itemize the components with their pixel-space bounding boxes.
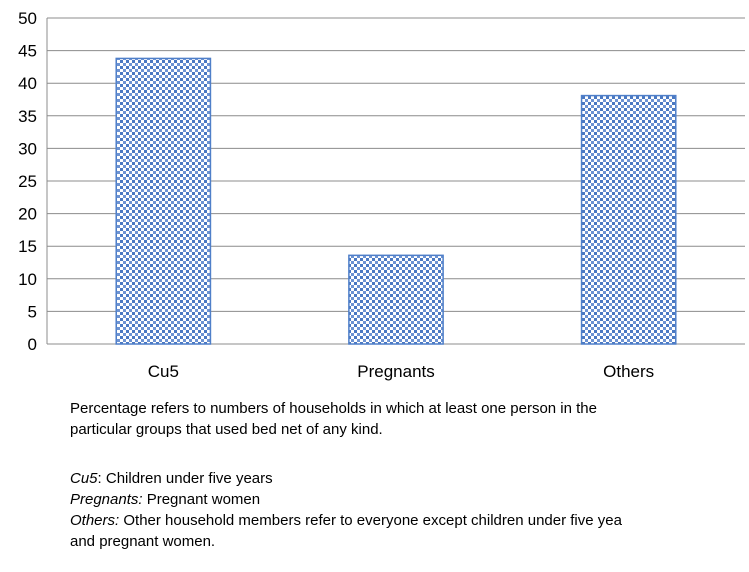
definition-term: Others: (70, 512, 120, 529)
x-tick-label: Cu5 (148, 362, 179, 381)
definition-text: Other household members refer to everyon… (119, 512, 622, 529)
definition-cu5: Cu5: Children under five years (70, 468, 749, 489)
definition-term: Cu5 (70, 470, 98, 487)
note-line-2: particular groups that used bed net of a… (70, 421, 383, 438)
y-axis: 0 5 10 15 20 25 30 35 40 45 50 (18, 9, 37, 354)
y-tick-label: 50 (18, 9, 37, 28)
y-tick-label: 20 (18, 205, 37, 224)
bar-chart: 0 5 10 15 20 25 30 35 40 45 50 Cu5 Pregnants Others (18, 9, 745, 381)
x-tick-label: Pregnants (357, 362, 435, 381)
definition-text: Pregnant women (142, 491, 261, 508)
definition-others: Others: Other household members refer to… (70, 510, 749, 531)
y-tick-label: 0 (28, 335, 37, 354)
y-tick-label: 35 (18, 107, 37, 126)
bar-cu5 (115, 57, 212, 345)
chart-notes: Percentage refers to numbers of househol… (70, 398, 749, 552)
y-tick-label: 5 (28, 302, 37, 321)
definition-text: Children under five years (101, 470, 273, 487)
note-line-1: Percentage refers to numbers of househol… (70, 400, 597, 417)
bars (115, 57, 677, 345)
y-tick-label: 25 (18, 172, 37, 191)
y-tick-label: 30 (18, 139, 37, 158)
definition-sep: : (97, 470, 102, 487)
y-tick-label: 45 (18, 42, 37, 61)
y-tick-label: 10 (18, 270, 37, 289)
bar-others (580, 94, 677, 345)
x-axis: Cu5 Pregnants Others (148, 362, 654, 381)
y-tick-label: 15 (18, 237, 37, 256)
bar-pregnants (348, 254, 444, 345)
y-tick-label: 40 (18, 74, 37, 93)
note-line-last: and pregnant women. (70, 533, 216, 550)
definition-term: Pregnants: (70, 491, 143, 508)
x-tick-label: Others (603, 362, 654, 381)
definition-pregnants: Pregnants: Pregnant women (70, 489, 749, 510)
